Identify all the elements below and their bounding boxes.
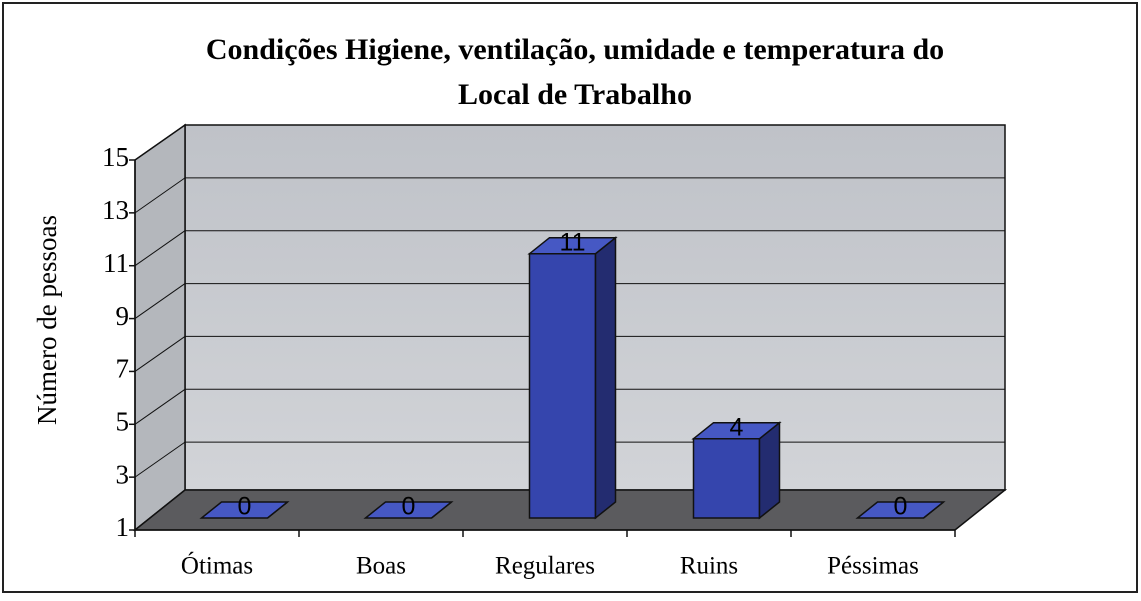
bar [527, 236, 618, 520]
bar-side [594, 236, 617, 520]
bar [363, 501, 454, 519]
y-axis-label: Número de pessoas [32, 215, 62, 425]
side-wall [134, 123, 186, 532]
y-tick-label: 11 [103, 248, 129, 278]
data-label: 0 [402, 493, 416, 521]
y-tick-label: 3 [116, 459, 130, 489]
grid-line [134, 336, 186, 372]
bar-front [692, 437, 761, 519]
data-label: 11 [560, 228, 586, 256]
grid-line [134, 283, 186, 319]
grid-line [134, 124, 186, 161]
chart-title: Condições Higiene, ventilação, umidade e… [206, 33, 944, 66]
y-tick-label: 1 [116, 512, 130, 542]
bar-top [691, 421, 782, 440]
data-label: 0 [238, 493, 252, 521]
bar-top [199, 501, 290, 519]
y-tick-label: 9 [116, 301, 130, 331]
bar-top [363, 501, 454, 519]
grid-line [134, 177, 186, 214]
x-tick-label: Regulares [495, 553, 595, 580]
grid-line [134, 441, 186, 478]
bar [855, 501, 946, 519]
x-tick-label: Ruins [680, 553, 738, 580]
grid-line [134, 388, 186, 425]
bar-top [855, 501, 946, 519]
chart-title: Local de Trabalho [458, 78, 692, 111]
y-tick-label: 13 [102, 195, 129, 225]
y-tick-label: 7 [116, 354, 130, 384]
y-tick-label: 5 [116, 406, 130, 436]
bar-top [527, 236, 618, 255]
bar [691, 421, 782, 520]
bar [199, 501, 290, 519]
data-label: 4 [730, 413, 744, 441]
y-tick-label: 15 [102, 142, 129, 172]
bar-front [528, 252, 597, 519]
x-tick-label: Péssimas [827, 553, 919, 580]
x-tick-label: Boas [356, 553, 406, 580]
grid-line [134, 230, 186, 267]
data-label: 0 [894, 493, 908, 521]
x-tick-label: Ótimas [181, 552, 253, 580]
